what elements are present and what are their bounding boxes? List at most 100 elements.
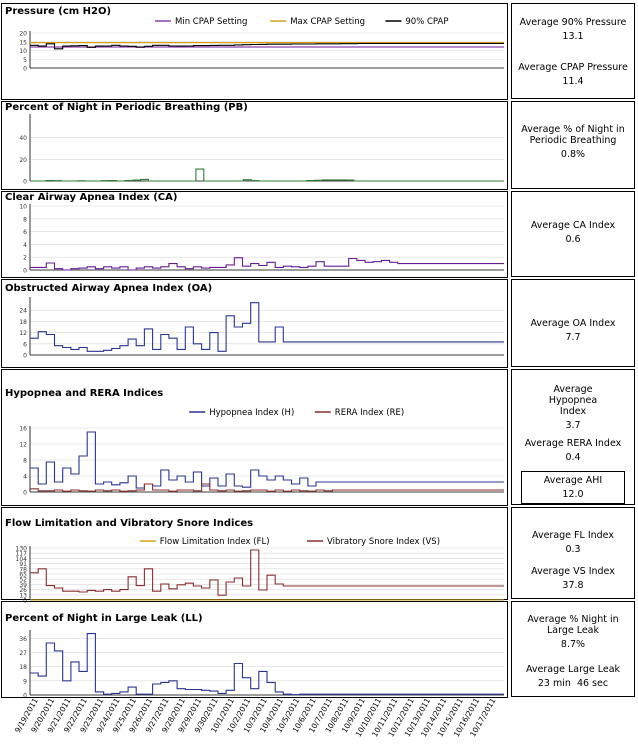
pressure-legend-label: Min CPAP Setting <box>175 17 247 27</box>
ca-tick-label: 2 <box>23 255 27 262</box>
fl-tick-label: 117 <box>16 551 28 558</box>
pressure-tick-label: 5 <box>23 57 27 64</box>
pressure-legend-label: 90% CPAP <box>405 17 448 27</box>
avg-hypopnea-label: Average Hypopnea Index <box>548 384 598 417</box>
fl-tick-label: 104 <box>16 556 28 563</box>
hyp-title: Hypopnea and RERA Indices <box>5 388 163 399</box>
oa-frame <box>1 279 508 368</box>
pb-series-line <box>30 168 504 182</box>
ll-tick-label: 9 <box>23 678 27 685</box>
avg-ahi-box: Average AHI 12.0 <box>521 471 625 504</box>
pressure-tick-label: 10 <box>19 48 27 55</box>
avg-ca-stat: Average CA Index 0.6 <box>512 220 634 245</box>
ca-title: Clear Airway Apnea Index (CA) <box>5 192 177 203</box>
oa-tick-label: 24 <box>19 308 27 315</box>
avg-ca-value: 0.6 <box>565 234 581 245</box>
avg-ll-value: 8.7% <box>560 639 586 650</box>
avg-oa-stat: Average OA Index 7.7 <box>512 318 634 343</box>
avg-hypopnea-value: 3.7 <box>565 420 581 431</box>
oa-series-line <box>30 302 504 352</box>
ll-series-line <box>30 633 504 696</box>
ca-tick-label: 6 <box>23 229 27 236</box>
ca-series-line <box>30 257 504 271</box>
avg-hypopnea-stat: Average Hypopnea Index 3.7 <box>512 384 634 431</box>
avg-fl-label: Average FL Index <box>532 530 614 541</box>
hyp-tick-label: 12 <box>19 442 27 449</box>
ca-tick-label: 4 <box>23 242 27 249</box>
fl-chart: Flow Limitation and Vibratory Snore Indi… <box>1 507 508 605</box>
pressure-frame <box>1 3 508 100</box>
avg-rera-value: 0.4 <box>565 452 581 463</box>
hyp-series-line <box>30 483 504 492</box>
fl-series-line <box>30 549 504 596</box>
fl-title: Flow Limitation and Vibratory Snore Indi… <box>5 518 253 529</box>
oa-tick-label: 18 <box>19 319 27 326</box>
fl-tick-label: 52 <box>19 577 27 584</box>
avg-pb-value: 0.8% <box>560 149 586 160</box>
avg-ahi-label: Average AHI <box>543 475 603 486</box>
hyp-legend-label: RERA Index (RE) <box>335 408 404 418</box>
avg-90-pressure-label: Average 90% Pressure <box>519 17 627 28</box>
avg-ahi-value: 12.0 <box>562 489 584 500</box>
avg-fl-value: 0.3 <box>565 544 581 555</box>
avg-ll-stat: Average % Night in Large Leak 8.7% <box>512 614 634 650</box>
ca-frame <box>1 191 508 278</box>
avg-vs-value: 37.8 <box>562 580 584 591</box>
oa-tick-label: 0 <box>23 353 27 360</box>
oa-tick-label: 6 <box>23 341 27 348</box>
hyp-tick-label: 0 <box>23 490 27 497</box>
hyp-frame <box>1 369 508 506</box>
avg-pb-label: Average % of Night in Periodic Breathing <box>521 124 625 146</box>
hypopnea-summary-panel: Average Hypopnea Index 3.7 Average RERA … <box>511 369 635 505</box>
fl-tick-label: 39 <box>19 582 27 589</box>
avg-rera-stat: Average RERA Index 0.4 <box>512 438 634 463</box>
avg-90-pressure-value: 13.1 <box>562 31 584 42</box>
avg-cpap-pressure-stat: Average CPAP Pressure 11.4 <box>512 62 634 87</box>
pb-title: Percent of Night in Periodic Breathing (… <box>5 102 248 113</box>
ll-title: Percent of Night in Large Leak (LL) <box>5 613 203 624</box>
avg-cpap-pressure-value: 11.4 <box>562 76 584 87</box>
ll-frame <box>1 601 508 698</box>
ll-tick-label: 36 <box>19 636 27 643</box>
fl-legend-label: Flow Limitation Index (FL) <box>160 537 270 547</box>
fl-tick-label: 65 <box>19 572 27 579</box>
pressure-legend-label: Max CPAP Setting <box>290 17 365 27</box>
hyp-series-line <box>30 431 504 489</box>
avg-fl-stat: Average FL Index 0.3 <box>512 530 634 555</box>
flow-summary-panel: Average FL Index 0.3 Average VS Index 37… <box>511 507 635 599</box>
avg-rera-label: Average RERA Index <box>524 438 622 449</box>
hyp-tick-label: 8 <box>23 458 27 465</box>
fl-tick-label: 91 <box>19 561 27 568</box>
oa-chart: Obstructed Airway Apnea Index (OA) 0 6 12 18… <box>1 279 508 368</box>
ca-tick-label: 8 <box>23 216 27 223</box>
avg-ll-label: Average % Night in Large Leak <box>527 614 619 636</box>
avg-vs-stat: Average VS Index 37.8 <box>512 566 634 591</box>
ll-tick-label: 18 <box>19 664 27 671</box>
avg-large-leak-stat: Average Large Leak 23 min 46 sec <box>512 664 634 689</box>
hyp-tick-label: 4 <box>23 474 27 481</box>
pb-tick-label: 20 <box>19 157 27 164</box>
oa-title: Obstructed Airway Apnea Index (OA) <box>5 283 212 294</box>
avg-vs-label: Average VS Index <box>531 566 615 577</box>
pb-tick-label: 0 <box>23 179 27 186</box>
pb-frame <box>1 101 508 190</box>
pressure-summary-panel: Average 90% Pressure 13.1 Average CPAP P… <box>511 3 635 99</box>
ca-chart: Clear Airway Apnea Index (CA) 0 2 4 6 8 10 <box>1 191 508 278</box>
avg-90-pressure-stat: Average 90% Pressure 13.1 <box>512 17 634 42</box>
pressure-title: Pressure (cm H2O) <box>5 6 111 17</box>
fl-legend-label: Vibratory Snore Index (VS) <box>327 537 440 547</box>
avg-large-leak-label: Average Large Leak <box>525 664 621 675</box>
hyp-tick-label: 16 <box>19 426 27 433</box>
avg-large-leak-value: 23 min 46 sec <box>537 678 609 689</box>
pb-chart: Percent of Night in Periodic Breathing (… <box>1 101 508 190</box>
ca-summary-panel: Average CA Index 0.6 <box>511 191 635 277</box>
ca-tick-label: 10 <box>19 204 27 211</box>
hyp-chart: Hypopnea and RERA Indices 0 4 8 12 16 Hypopnea… <box>1 369 508 506</box>
ll-chart: Percent of Night in Large Leak (LL) 0 9 18 2… <box>1 601 508 700</box>
pb-tick-label: 40 <box>19 135 27 142</box>
pressure-series-line <box>30 42 504 50</box>
fl-tick-label: 13 <box>19 592 27 599</box>
ca-tick-label: 0 <box>23 268 27 275</box>
avg-oa-label: Average OA Index <box>530 318 616 329</box>
